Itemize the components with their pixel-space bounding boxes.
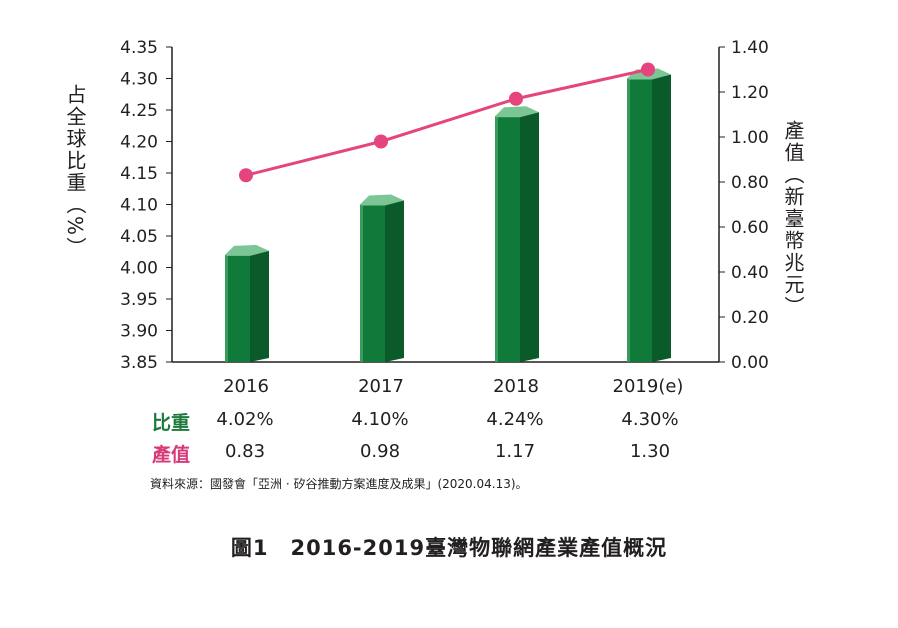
bar-side-face <box>520 112 539 362</box>
x-category-label: 2017 <box>358 376 404 397</box>
share-value-2016: 4.02% <box>216 409 274 430</box>
bar-side-face <box>652 74 671 362</box>
bar-top-face <box>495 106 539 118</box>
right-tick-label: 0.80 <box>731 173 769 193</box>
share-value-2017: 4.10% <box>351 409 409 430</box>
output-value-2019: 1.30 <box>629 441 671 462</box>
left-tick-label: 4.30 <box>120 70 158 90</box>
right-tick-label: 1.20 <box>731 83 769 103</box>
left-tick-label: 3.95 <box>120 290 158 310</box>
value-point <box>509 91 523 106</box>
right-tick-label: 1.00 <box>731 128 769 148</box>
bar-top-face <box>360 194 404 206</box>
x-category-label: 2018 <box>493 376 539 397</box>
bar <box>363 204 385 362</box>
left-tick-label: 4.25 <box>120 101 158 121</box>
x-category-label: 2019(e) <box>613 376 684 397</box>
left-tick-label: 4.05 <box>120 227 158 247</box>
output-value-2016: 0.83 <box>224 441 266 462</box>
value-point <box>239 168 253 183</box>
right-tick-label: 0.40 <box>731 263 769 283</box>
value-point <box>374 134 388 149</box>
left-tick-label: 3.90 <box>120 322 158 342</box>
left-tick-label: 4.00 <box>120 259 158 279</box>
output-value-2018: 1.17 <box>494 441 536 462</box>
output-value-2017: 0.98 <box>359 441 401 462</box>
share-value-2019: 4.30% <box>621 409 679 430</box>
left-tick-label: 4.15 <box>120 164 158 184</box>
bar-side-face <box>385 200 404 362</box>
bar <box>630 78 652 362</box>
share-row-label: 比重 <box>152 412 191 434</box>
left-tick-label: 4.35 <box>120 38 158 58</box>
bar-top-face <box>225 244 269 256</box>
left-tick-label: 3.85 <box>120 353 158 373</box>
value-point <box>641 62 655 77</box>
figure-caption: 圖1 2016-2019臺灣物聯網產業產值概況 <box>230 536 668 560</box>
right-tick-label: 0.60 <box>731 218 769 238</box>
share-value-2018: 4.24% <box>486 409 544 430</box>
value-row-label: 產值 <box>152 444 191 466</box>
bar <box>498 116 520 362</box>
right-tick-label: 0.20 <box>731 308 769 328</box>
right-axis-title: 產值（新臺幣兆元） <box>781 120 805 318</box>
x-category-label: 2016 <box>223 376 269 397</box>
right-tick-label: 0.00 <box>731 353 769 373</box>
value-line <box>245 68 649 177</box>
source-note: 資料來源：國發會「亞洲 · 矽谷推動方案進度及成果」(2020.04.13)。 <box>150 477 528 491</box>
chart-svg: 4.35 4.30 4.25 4.20 4.15 4.10 4.05 4.00 3.95 3.90… <box>120 38 769 397</box>
bar <box>228 254 250 362</box>
right-tick-label: 1.40 <box>731 38 769 58</box>
left-axis-title: 占全球比重（%） <box>63 84 87 260</box>
bar-side-face <box>250 250 269 362</box>
left-tick-label: 4.10 <box>120 196 158 216</box>
left-tick-label: 4.20 <box>120 133 158 153</box>
